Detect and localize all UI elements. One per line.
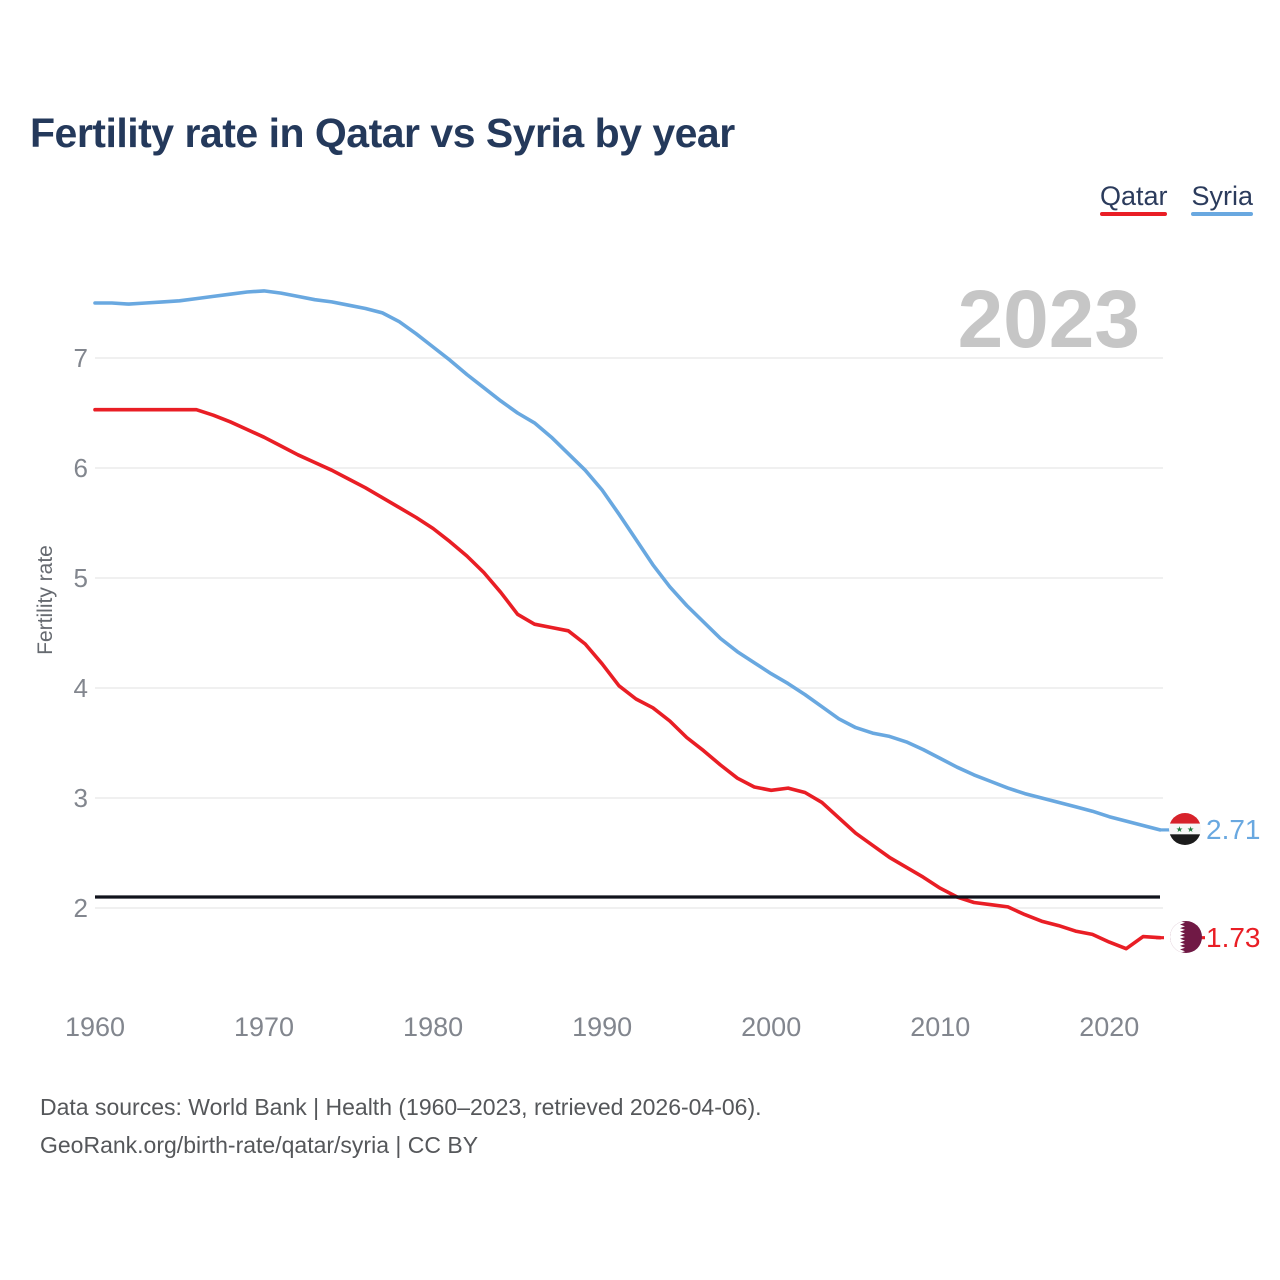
watermark-year: 2023 <box>958 274 1140 365</box>
x-tick-label: 1980 <box>403 1012 463 1042</box>
y-tick-label: 7 <box>74 343 88 373</box>
y-axis-title: Fertility rate <box>34 545 57 655</box>
qatar-value-label: 1.73 <box>1206 922 1261 953</box>
x-tick-label: 2010 <box>910 1012 970 1042</box>
x-tick-label: 2020 <box>1079 1012 1139 1042</box>
y-tick-label: 4 <box>74 673 88 703</box>
legend-item-syria[interactable]: Syria <box>1191 183 1253 216</box>
footer-attribution-line: GeoRank.org/birth-rate/qatar/syria | CC … <box>40 1132 479 1158</box>
qatar-line <box>93 407 1162 951</box>
y-tick-label: 5 <box>74 563 88 593</box>
legend-item-qatar[interactable]: Qatar <box>1099 181 1168 216</box>
syria-line <box>93 289 1162 832</box>
syria-flag-icon: ★ ★ <box>1169 813 1201 845</box>
line-end-connectors <box>1156 828 1205 940</box>
legend-syria-label: Syria <box>1191 181 1253 211</box>
svg-text:★: ★ <box>1187 825 1194 834</box>
y-tick-label: 6 <box>74 453 88 483</box>
x-tick-label: 1970 <box>234 1012 294 1042</box>
x-tick-label: 2000 <box>741 1012 801 1042</box>
x-tick-label: 1960 <box>65 1012 125 1042</box>
chart-title: Fertility rate in Qatar vs Syria by year <box>30 110 735 156</box>
syria-value-label: 2.71 <box>1206 814 1261 845</box>
y-tick-label: 2 <box>74 893 88 923</box>
legend-syria-underline <box>1191 212 1253 216</box>
series-lines <box>93 289 1162 951</box>
legend: Qatar Syria <box>1099 181 1253 216</box>
svg-text:★: ★ <box>1176 825 1183 834</box>
x-tick-label: 1990 <box>572 1012 632 1042</box>
footer: Data sources: World Bank | Health (1960–… <box>40 1088 762 1164</box>
footer-source-line: Data sources: World Bank | Health (1960–… <box>40 1094 762 1120</box>
qatar-flag-icon <box>1170 921 1202 953</box>
legend-qatar-label: Qatar <box>1099 181 1168 211</box>
y-tick-label: 3 <box>74 783 88 813</box>
legend-qatar-underline <box>1099 212 1168 216</box>
gridlines: 2 3 4 5 6 7 1960 1970 1980 1990 2000 2010 2020 <box>65 343 1163 1042</box>
